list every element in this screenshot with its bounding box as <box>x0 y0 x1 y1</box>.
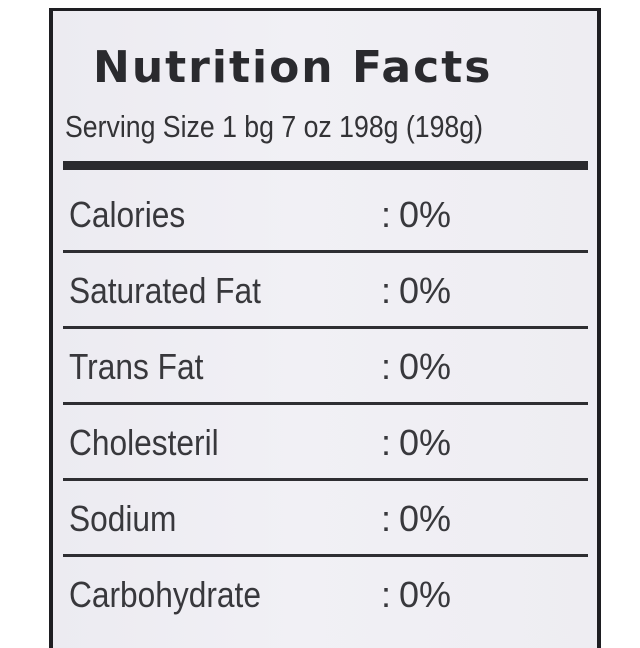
nutrient-name: Sodium <box>69 498 177 539</box>
separator-colon: : <box>381 498 392 539</box>
thick-divider <box>63 161 588 170</box>
separator-colon: : <box>381 270 392 311</box>
nutrient-name: Trans Fat <box>69 346 204 387</box>
nutrient-percent: 0% <box>399 422 452 463</box>
nutrient-percent: 0% <box>399 346 452 387</box>
nutrient-row-saturated-fat: Saturated Fat :0% <box>63 253 588 329</box>
nutrient-value: :0% <box>381 577 451 613</box>
nutrient-name: Carbohydrate <box>69 574 261 615</box>
nutrient-value: :0% <box>381 273 451 309</box>
nutrition-facts-label: Nutrition Facts Serving Size 1 bg 7 oz 1… <box>49 8 601 648</box>
nutrient-name: Cholesteril <box>69 422 219 463</box>
nutrient-value: :0% <box>381 425 451 461</box>
separator-colon: : <box>381 422 392 463</box>
nutrient-row-carbohydrate: Carbohydrate :0% <box>63 557 588 633</box>
nutrient-percent: 0% <box>399 194 452 235</box>
serving-size: Serving Size 1 bg 7 oz 198g (198g) <box>65 109 483 144</box>
nutrient-row-cholesteril: Cholesteril :0% <box>63 405 588 481</box>
separator-colon: : <box>381 574 392 615</box>
nutrient-row-sodium: Sodium :0% <box>63 481 588 557</box>
nutrient-row-trans-fat: Trans Fat :0% <box>63 329 588 405</box>
nutrient-list: Calories :0% Saturated Fat :0% Trans Fat… <box>63 177 588 633</box>
nutrient-value: :0% <box>381 349 451 385</box>
nutrient-value: :0% <box>381 197 451 233</box>
nutrient-value: :0% <box>381 501 451 537</box>
nutrient-row-calories: Calories :0% <box>63 177 588 253</box>
nutrient-name: Calories <box>69 194 186 235</box>
label-title: Nutrition Facts <box>93 42 493 93</box>
nutrient-percent: 0% <box>399 498 452 539</box>
separator-colon: : <box>381 346 392 387</box>
nutrient-percent: 0% <box>399 270 452 311</box>
nutrient-name: Saturated Fat <box>69 270 261 311</box>
separator-colon: : <box>381 194 392 235</box>
nutrient-percent: 0% <box>399 574 452 615</box>
